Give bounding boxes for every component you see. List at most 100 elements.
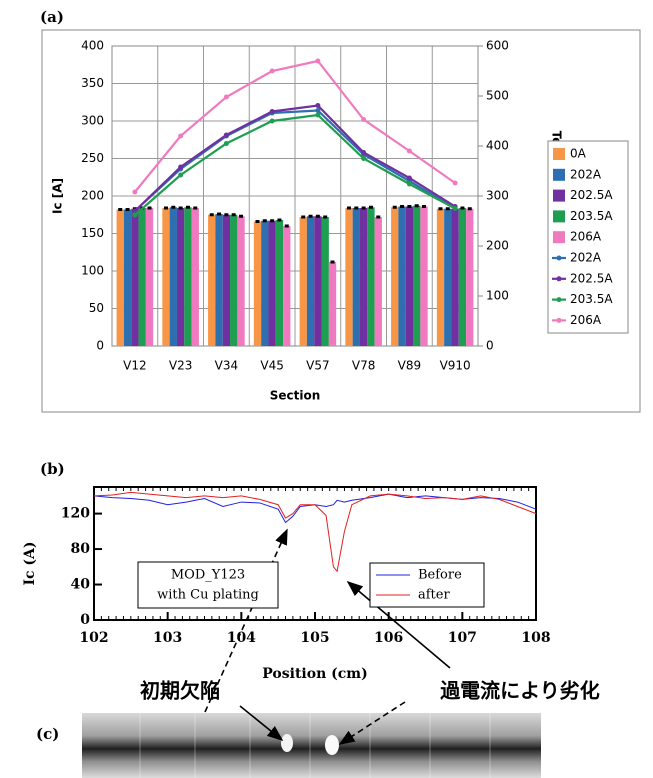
panel-label: (b) xyxy=(40,460,65,478)
bar-cap xyxy=(284,224,289,228)
bar xyxy=(328,262,337,346)
line-marker xyxy=(315,108,321,113)
y-tick-label: 300 xyxy=(81,114,104,128)
annotation: MOD_Y123 xyxy=(171,568,245,583)
legend-swatch xyxy=(556,276,562,282)
bar-cap xyxy=(193,206,198,210)
x-tick-label: V89 xyxy=(398,359,421,373)
bar-cap xyxy=(301,215,306,219)
bar xyxy=(176,208,185,346)
bar xyxy=(413,205,421,346)
bar-cap xyxy=(231,213,236,217)
bar xyxy=(131,208,139,346)
y-tick-label: 80 xyxy=(71,541,91,557)
bar xyxy=(237,216,245,346)
panel-a-frame xyxy=(41,29,641,413)
legend-swatch xyxy=(553,189,565,202)
bar-cap xyxy=(163,206,168,210)
bar-cap xyxy=(392,205,397,209)
annotation: 過電流により劣化 xyxy=(440,679,600,703)
x-tick-label: 106 xyxy=(374,630,403,646)
legend-swatch xyxy=(556,255,562,261)
line-marker xyxy=(452,180,458,186)
x-tick-label: 103 xyxy=(153,630,182,646)
bar-cap xyxy=(147,206,152,210)
x-axis-title: Position (cm) xyxy=(262,666,367,682)
bar-cap xyxy=(125,208,130,211)
bar xyxy=(230,214,238,346)
x-tick-label: V23 xyxy=(169,359,192,373)
bar xyxy=(191,208,199,346)
legend-swatch xyxy=(556,317,562,323)
panel-label: (a) xyxy=(40,8,64,26)
x-tick-label: 102 xyxy=(79,630,108,646)
y2-tick-label: 300 xyxy=(486,189,509,203)
legend-swatch xyxy=(553,168,565,181)
legend-label: after xyxy=(418,588,450,603)
panel-label: (c) xyxy=(36,725,59,743)
line-marker xyxy=(269,68,275,74)
bar xyxy=(398,206,406,346)
line-marker xyxy=(269,109,275,114)
bar xyxy=(169,207,177,346)
bar-cap xyxy=(330,260,335,264)
x-tick-label: 105 xyxy=(300,630,329,646)
bar-cap xyxy=(118,208,123,211)
line-marker xyxy=(269,118,275,124)
micrograph xyxy=(82,713,541,778)
x-tick-label: V910 xyxy=(440,359,471,373)
line xyxy=(93,491,537,573)
line-marker xyxy=(315,103,321,108)
bar xyxy=(138,208,146,346)
line xyxy=(134,59,456,193)
line-marker xyxy=(406,148,412,154)
bar xyxy=(367,207,375,346)
legend-label: 0A xyxy=(570,147,587,161)
line-marker xyxy=(361,117,367,122)
line-marker xyxy=(315,58,321,64)
x-tick-label: 107 xyxy=(448,630,477,646)
bar-cap xyxy=(178,206,183,210)
line xyxy=(134,104,456,212)
y2-tick-label: 500 xyxy=(486,89,509,103)
bar xyxy=(391,207,399,346)
bar xyxy=(359,208,368,346)
y-tick-label: 350 xyxy=(81,76,104,90)
x-axis-title: Section xyxy=(270,389,321,403)
annotation: with Cu plating xyxy=(157,588,259,603)
bar-cap xyxy=(209,213,214,217)
bar-cap xyxy=(315,214,320,218)
x-tick-label: V34 xyxy=(215,359,238,373)
bar xyxy=(268,220,276,346)
bar xyxy=(215,214,223,346)
legend-label: 203.5A xyxy=(570,209,613,223)
bar-cap xyxy=(308,214,313,218)
bar xyxy=(208,214,216,346)
x-tick-label: V78 xyxy=(352,359,375,373)
legend-label: 206A xyxy=(570,230,602,244)
bar-cap xyxy=(354,206,359,210)
line-marker xyxy=(132,189,138,195)
y-axis-title: Ic [A] xyxy=(51,178,65,214)
bar xyxy=(275,220,284,346)
bar xyxy=(420,206,428,346)
bar xyxy=(405,206,414,346)
arrows xyxy=(204,528,451,745)
y-tick-label: 200 xyxy=(81,189,104,203)
line xyxy=(134,109,456,212)
bar-cap xyxy=(262,219,267,223)
line-marker xyxy=(406,175,412,181)
bar xyxy=(321,217,329,346)
bar xyxy=(261,220,269,346)
bar-cap xyxy=(185,205,190,209)
bar xyxy=(184,207,192,346)
bar-cap xyxy=(323,215,328,219)
bar-cap xyxy=(460,206,465,210)
y2-tick-label: 0 xyxy=(486,339,494,353)
line-marker xyxy=(178,164,184,170)
bar xyxy=(222,214,231,346)
line-marker xyxy=(178,133,184,139)
bar-cap xyxy=(346,206,351,210)
line-marker xyxy=(361,156,367,161)
line-marker xyxy=(178,172,184,178)
